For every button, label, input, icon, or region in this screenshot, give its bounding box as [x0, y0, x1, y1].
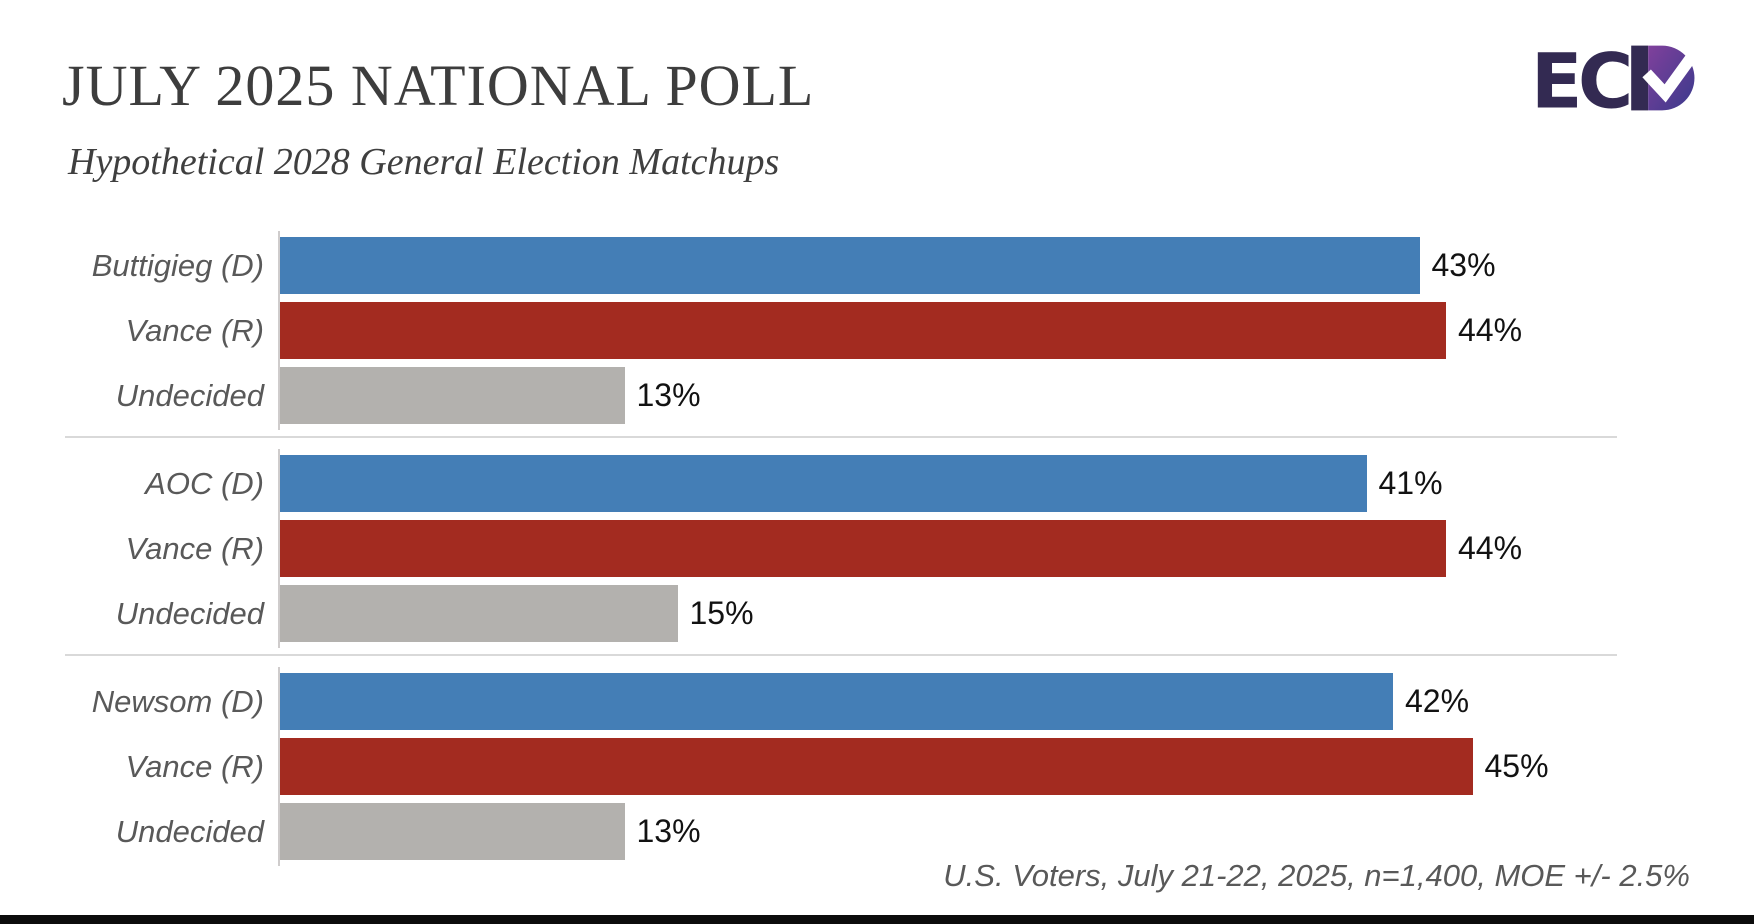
value-label: 15% [689, 595, 754, 631]
bar-row: AOC (D) 41% [0, 455, 1754, 512]
bar-group: Newsom (D) 42% Vance (R) 45% Undecided 13% [0, 667, 1754, 866]
bottom-bar [0, 915, 1754, 924]
bar-group: AOC (D) 41% Vance (R) 44% Undecided 15% [0, 449, 1754, 648]
bar-row: Undecided 13% [0, 367, 1754, 424]
poll-chart: Buttigieg (D) 43% Vance (R) 44% Undecided 13%… [0, 231, 1754, 866]
result-bar [280, 520, 1446, 577]
value-label: 45% [1484, 748, 1549, 784]
group-divider [65, 436, 1617, 438]
value-label: 41% [1378, 465, 1443, 501]
candidate-label: Vance (R) [125, 312, 264, 348]
bar-row: Vance (R) 45% [0, 738, 1754, 795]
bar-row: Undecided 13% [0, 803, 1754, 860]
value-label: 42% [1405, 683, 1470, 719]
page-subtitle: Hypothetical 2028 General Election Match… [68, 141, 780, 183]
result-bar [280, 367, 625, 424]
candidate-label: Vance (R) [125, 530, 264, 566]
result-bar [280, 738, 1473, 795]
value-label: 43% [1431, 247, 1496, 283]
value-label: 13% [636, 377, 701, 413]
bar-row: Vance (R) 44% [0, 302, 1754, 359]
result-bar [280, 803, 625, 860]
page-title: JULY 2025 NATIONAL POLL [62, 53, 815, 118]
result-bar [280, 302, 1446, 359]
bar-row: Buttigieg (D) 43% [0, 237, 1754, 294]
candidate-label: Undecided [115, 595, 264, 631]
logo-ec-text: EC [1534, 38, 1629, 118]
bar-row: Undecided 15% [0, 585, 1754, 642]
candidate-label: Newsom (D) [91, 683, 264, 719]
bar-row: Newsom (D) 42% [0, 673, 1754, 730]
group-divider [65, 654, 1617, 656]
result-bar [280, 237, 1420, 294]
result-bar [280, 673, 1393, 730]
candidate-label: Undecided [115, 813, 264, 849]
logo-p-mark [1631, 45, 1696, 111]
candidate-label: AOC (D) [145, 465, 264, 501]
result-bar [280, 455, 1367, 512]
value-label: 44% [1458, 530, 1523, 566]
result-bar [280, 585, 678, 642]
candidate-label: Undecided [115, 377, 264, 413]
value-label: 13% [636, 813, 701, 849]
bar-row: Vance (R) 44% [0, 520, 1754, 577]
ecp-logo: EC [1534, 38, 1696, 118]
source-note: U.S. Voters, July 21-22, 2025, n=1,400, … [943, 858, 1690, 893]
bar-group: Buttigieg (D) 43% Vance (R) 44% Undecided 13% [0, 231, 1754, 430]
candidate-label: Vance (R) [125, 748, 264, 784]
value-label: 44% [1458, 312, 1523, 348]
candidate-label: Buttigieg (D) [91, 247, 264, 283]
